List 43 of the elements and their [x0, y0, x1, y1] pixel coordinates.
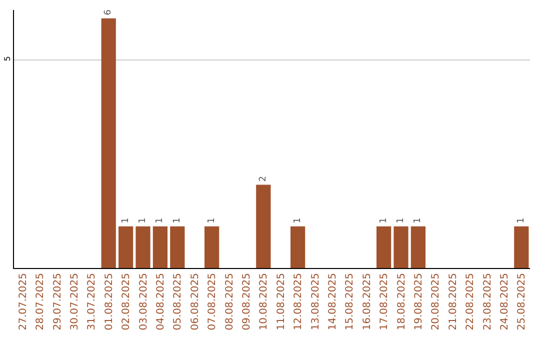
- x-tick-label: 01.08.2025: [104, 273, 115, 330]
- x-tick-label: 07.08.2025: [207, 273, 218, 330]
- x-tick-label: 20.08.2025: [430, 273, 442, 330]
- x-tick-label: 06.08.2025: [190, 273, 201, 330]
- x-tick-label: 30.07.2025: [69, 273, 80, 330]
- data-label: 1: [206, 218, 217, 224]
- x-tick-label: 15.08.2025: [344, 273, 356, 330]
- data-label: 1: [516, 218, 526, 224]
- x-tick-label: 10.08.2025: [258, 273, 270, 330]
- x-tick-label: 29.07.2025: [52, 273, 64, 330]
- x-tick-label: 18.08.2025: [396, 273, 408, 330]
- x-tick-label: 21.08.2025: [448, 273, 459, 330]
- data-label: 1: [120, 218, 131, 224]
- x-tick-label: 09.08.2025: [241, 273, 252, 330]
- x-tick-label: 24.08.2025: [499, 273, 510, 330]
- x-tick-label: 05.08.2025: [172, 273, 184, 330]
- x-tick-label: 17.08.2025: [379, 273, 390, 330]
- y-tick-label: 5: [2, 56, 12, 62]
- data-label: 1: [155, 218, 166, 224]
- x-tick-label: 16.08.2025: [362, 273, 373, 330]
- data-label: 1: [378, 218, 389, 224]
- x-tick-label: 14.08.2025: [327, 273, 338, 330]
- x-tick-label: 08.08.2025: [224, 273, 236, 330]
- x-tick-label: 04.08.2025: [155, 273, 166, 330]
- x-tick-label: 02.08.2025: [121, 273, 132, 330]
- data-label: 1: [396, 218, 406, 224]
- x-tick-label: 23.08.2025: [482, 273, 494, 330]
- data-label: 6: [104, 9, 114, 16]
- x-tick-label: 19.08.2025: [413, 273, 424, 330]
- data-label: 1: [292, 218, 303, 224]
- x-tick-label: 27.07.2025: [18, 273, 29, 330]
- x-tick-label: 13.08.2025: [310, 273, 322, 330]
- x-tick-label: 22.08.2025: [465, 273, 476, 330]
- data-label: 1: [413, 218, 424, 224]
- x-tick-label: 12.08.2025: [293, 273, 304, 330]
- x-tick-label: 03.08.2025: [138, 273, 150, 330]
- x-tick-label: 28.07.2025: [35, 273, 46, 330]
- x-tick-label: 25.08.2025: [516, 273, 528, 330]
- data-label: 2: [258, 176, 268, 182]
- data-label: 1: [172, 218, 182, 224]
- data-label: 1: [138, 218, 148, 224]
- x-tick-label: 11.08.2025: [276, 273, 287, 330]
- x-tick-label: 31.07.2025: [86, 273, 98, 330]
